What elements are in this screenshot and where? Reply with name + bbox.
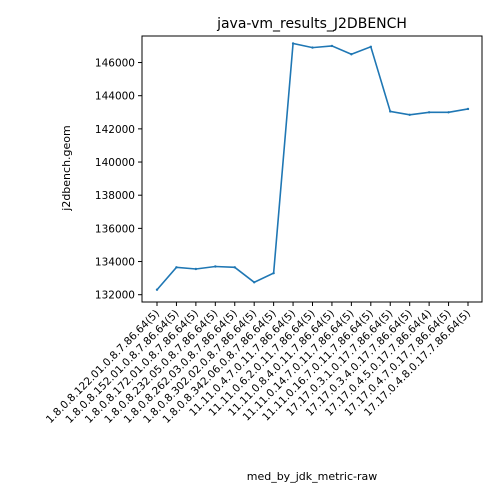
y-axis-label: j2dbench.geom (60, 125, 73, 211)
y-tick-label: 132000 (95, 290, 135, 302)
series-line (156, 42, 469, 291)
chart-title: java-vm_results_J2DBENCH (216, 16, 407, 32)
data-point (389, 110, 392, 113)
y-tick-label: 134000 (95, 257, 135, 269)
y-tick-label: 146000 (95, 58, 135, 70)
y-tick-label: 142000 (95, 124, 135, 136)
data-point (194, 267, 198, 271)
plot-area: 132000 134000 136000 138000 140000 142000 1440… (44, 35, 483, 426)
data-point (427, 111, 431, 114)
data-point (447, 111, 450, 114)
y-tick-label: 136000 (95, 223, 135, 235)
y-tick-label: 140000 (95, 157, 135, 169)
data-point (291, 42, 295, 45)
data-point (214, 265, 217, 268)
data-point (350, 53, 353, 56)
data-point (252, 281, 256, 284)
data-point (408, 113, 411, 116)
plot-frame (141, 35, 483, 303)
data-point (175, 266, 178, 269)
data-point (330, 44, 334, 48)
x-axis-label: med_by_jdk_metric-raw (247, 470, 378, 483)
y-tick-label: 144000 (95, 91, 135, 103)
data-point (466, 107, 470, 111)
data-point (233, 266, 236, 269)
y-tick-label: 138000 (95, 190, 135, 202)
data-point (272, 271, 275, 275)
data-point (369, 45, 373, 48)
data-point (311, 46, 314, 49)
data-point (155, 288, 159, 291)
